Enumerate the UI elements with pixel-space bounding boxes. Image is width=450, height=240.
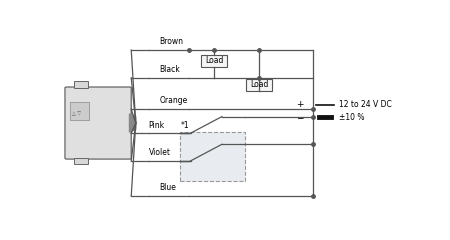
Text: Orange: Orange	[159, 96, 187, 106]
FancyBboxPatch shape	[180, 132, 245, 181]
Bar	[70, 102, 89, 120]
Bar	[74, 81, 88, 88]
Text: Pink: Pink	[148, 120, 165, 130]
Text: 12 to 24 V DC: 12 to 24 V DC	[339, 100, 392, 109]
Text: Violet: Violet	[148, 148, 171, 157]
Bar	[246, 79, 273, 91]
Text: Load: Load	[205, 56, 223, 65]
Text: −: −	[297, 113, 304, 122]
Text: ±10 %: ±10 %	[339, 113, 364, 122]
Bar	[74, 158, 88, 164]
Text: +: +	[297, 100, 304, 109]
Bar	[201, 55, 227, 67]
Text: *1: *1	[181, 120, 190, 130]
Polygon shape	[130, 114, 136, 132]
Text: Load: Load	[250, 80, 269, 89]
FancyBboxPatch shape	[65, 87, 131, 159]
Text: Black: Black	[159, 65, 180, 74]
Text: △ ▽: △ ▽	[72, 111, 81, 116]
Text: Blue: Blue	[159, 183, 176, 192]
Text: Brown: Brown	[159, 37, 183, 46]
